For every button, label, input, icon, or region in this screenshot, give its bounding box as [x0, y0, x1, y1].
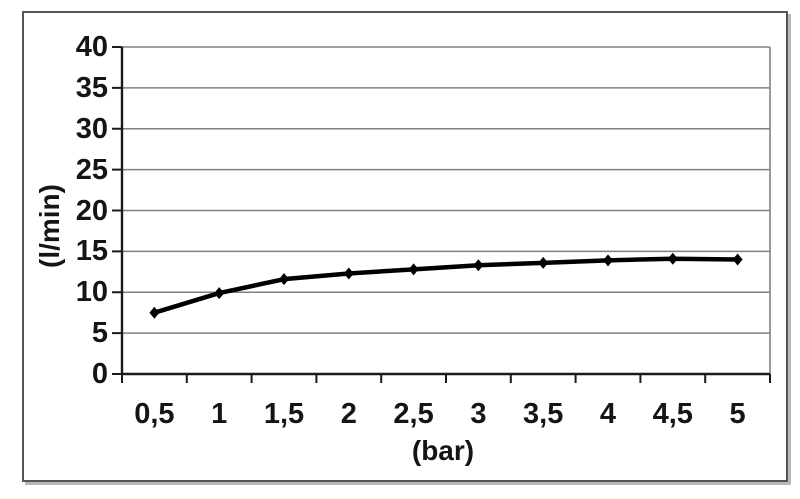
y-tick-label: 5	[91, 317, 108, 350]
y-tick-label: 20	[75, 194, 108, 227]
x-tick-label: 1,5	[263, 398, 305, 430]
x-tick-label: 4	[599, 398, 617, 430]
data-point-marker	[473, 259, 484, 272]
x-tick-label: 3,5	[523, 398, 564, 430]
data-point-marker	[603, 254, 613, 267]
x-tick-label: 5	[729, 398, 746, 430]
data-point-marker	[149, 306, 160, 319]
y-tick-label: 10	[75, 276, 108, 309]
x-tick-label: 2,5	[393, 398, 434, 430]
x-tick-label: 1	[211, 398, 228, 430]
y-tick-label: 40	[75, 31, 108, 63]
x-tick-label: 2	[340, 398, 357, 430]
data-point-marker	[214, 287, 225, 300]
data-point-marker	[732, 253, 743, 266]
y-tick-label: 30	[75, 112, 108, 145]
data-point-marker	[408, 263, 419, 276]
y-tick-label: 25	[75, 153, 108, 186]
y-tick-label: 0	[91, 358, 108, 390]
data-point-marker	[279, 273, 289, 286]
chart-frame	[22, 11, 788, 482]
x-tick-label: 3	[470, 398, 487, 430]
data-point-marker	[538, 256, 549, 269]
data-point-marker	[667, 252, 678, 265]
x-tick-label: 4,5	[652, 398, 693, 430]
x-tick-label: 0,5	[134, 398, 175, 430]
y-tick-label: 35	[75, 71, 108, 104]
series-line	[152, 256, 740, 315]
data-point-marker	[343, 267, 354, 280]
y-tick-label: 15	[75, 235, 108, 268]
x-axis-title: (bar)	[411, 435, 475, 466]
